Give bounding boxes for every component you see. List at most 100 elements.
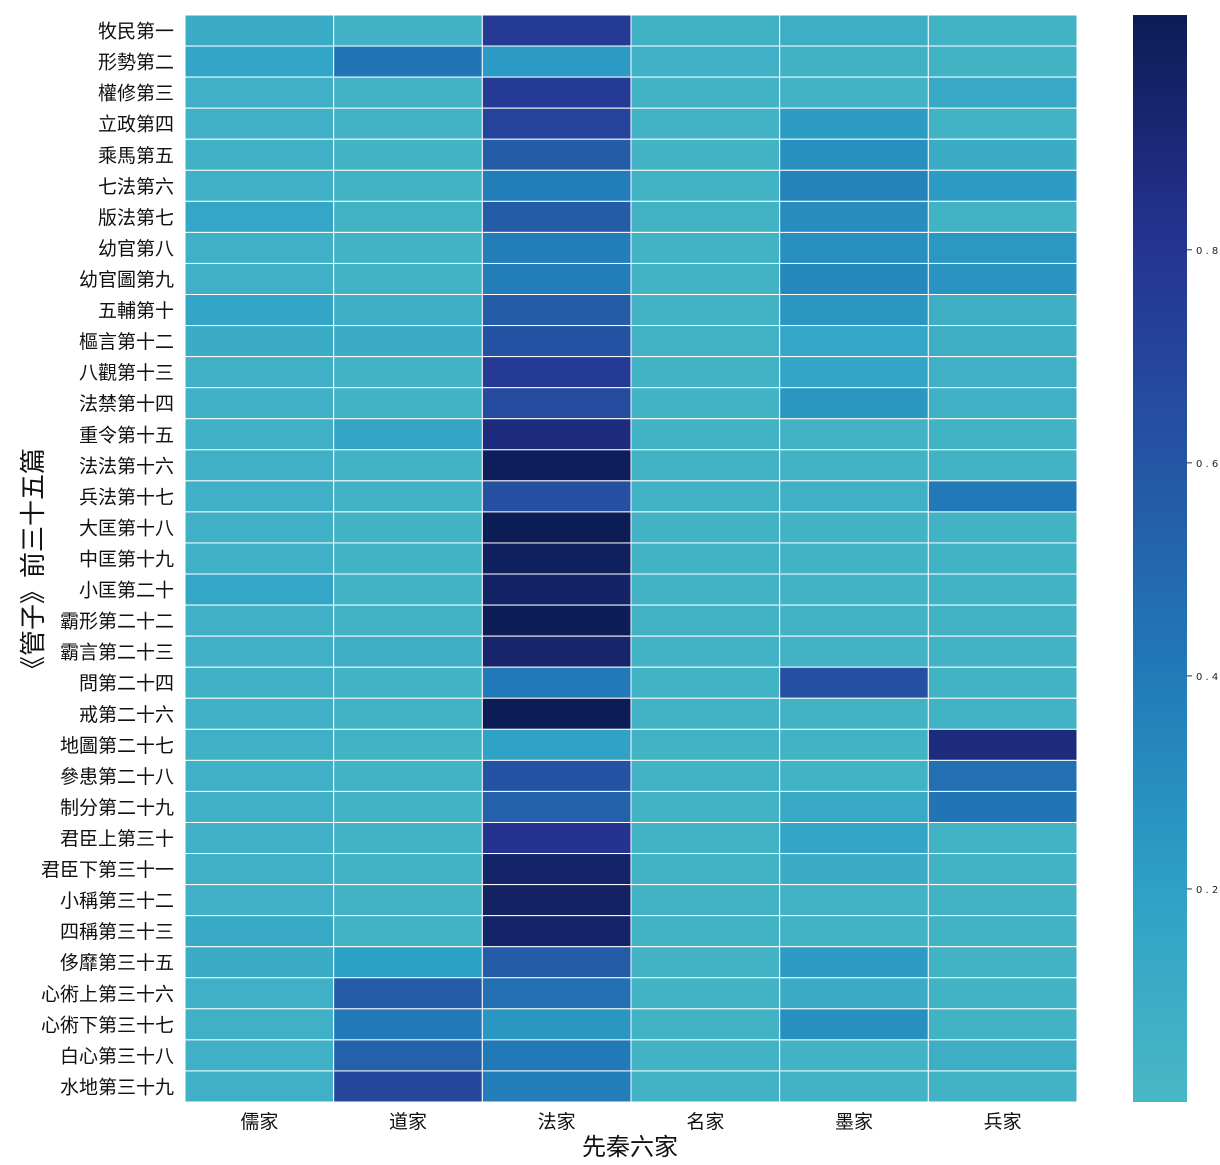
heatmap-cell: [779, 666, 929, 699]
heatmap-cell: [184, 1039, 335, 1072]
colorbar-tick-label: 0 . 4: [1196, 672, 1218, 683]
heatmap-cell: [779, 853, 929, 886]
heatmap-cell: [630, 946, 781, 979]
heatmap-cell: [927, 45, 1078, 78]
row-label: 五輔第十: [98, 300, 174, 322]
heatmap-cell: [333, 325, 483, 358]
row-label: 君臣上第三十: [60, 828, 174, 850]
heatmap-cell: [630, 76, 781, 109]
heatmap-cell: [779, 790, 929, 823]
heatmap-cell: [779, 697, 929, 730]
heatmap-cell: [481, 821, 632, 855]
heatmap-cell: [927, 977, 1078, 1010]
heatmap-cell: [333, 915, 483, 948]
row-label: 法禁第十四: [79, 393, 174, 415]
colorbar-ticks: 0 . 2 0 . 4 0 . 6 0 . 8: [1187, 246, 1218, 896]
heatmap-cell: [630, 1008, 781, 1041]
heatmap-cell: [184, 946, 335, 979]
colorbar-tick-label: 0 . 2: [1196, 885, 1218, 896]
heatmap-cell: [927, 728, 1078, 761]
heatmap-cell: [481, 1070, 632, 1103]
heatmap-cell: [927, 14, 1078, 47]
heatmap-cell: [184, 821, 335, 855]
heatmap-cell: [927, 511, 1078, 544]
heatmap-cell: [481, 697, 632, 730]
heatmap-cell: [927, 200, 1078, 233]
row-label: 七法第六: [98, 176, 174, 198]
heatmap-cell: [184, 542, 335, 575]
heatmap-cell: [481, 387, 632, 420]
row-labels: 牧民第一形勢第二權修第三立政第四乘馬第五七法第六版法第七幼官第八幼官圖第九五輔第…: [41, 21, 174, 1099]
heatmap-cell: [481, 884, 632, 917]
heatmap-cell: [481, 107, 632, 140]
heatmap-cell: [630, 915, 781, 948]
heatmap-cell: [779, 1070, 929, 1103]
heatmap-cell: [481, 14, 632, 47]
heatmap-cell: [927, 325, 1078, 358]
heatmap-cell: [333, 542, 483, 575]
heatmap-cell: [481, 542, 632, 575]
row-label: 幼官圖第九: [79, 269, 174, 291]
heatmap-cell: [481, 1039, 632, 1072]
heatmap-cell: [927, 542, 1078, 575]
heatmap-cell: [779, 138, 929, 171]
heatmap-cell: [927, 480, 1078, 513]
heatmap-cell: [481, 449, 632, 482]
heatmap-cell: [779, 821, 929, 855]
heatmap-cell: [779, 169, 929, 202]
row-label: 心術下第三十七: [41, 1014, 174, 1036]
heatmap-cell: [333, 262, 483, 296]
heatmap-cell: [630, 511, 781, 544]
heatmap-cell: [184, 511, 335, 544]
heatmap-cell: [184, 325, 335, 358]
row-label: 重令第十五: [79, 424, 174, 446]
heatmap-cell: [927, 76, 1078, 109]
heatmap-cell: [779, 511, 929, 544]
heatmap-cell: [333, 697, 483, 730]
heatmap-cell: [333, 418, 483, 451]
heatmap-cell: [184, 1070, 335, 1103]
heatmap-cell: [333, 946, 483, 979]
heatmap-cell: [481, 262, 632, 296]
heatmap-cell: [481, 356, 632, 389]
heatmap-cell: [333, 635, 483, 668]
heatmap-cell: [184, 977, 335, 1010]
heatmap-cell: [184, 107, 335, 140]
row-label: 小稱第三十二: [60, 890, 174, 912]
heatmap-cell: [927, 356, 1078, 389]
heatmap-cell: [630, 45, 781, 78]
heatmap-cell: [779, 449, 929, 482]
heatmap-cell: [333, 1008, 483, 1041]
heatmap-cell: [184, 200, 335, 233]
heatmap-cell: [927, 573, 1078, 606]
heatmap-cell: [779, 759, 929, 792]
heatmap-cell: [184, 387, 335, 420]
column-label: 法家: [538, 1111, 576, 1133]
heatmap-cell: [333, 666, 483, 699]
row-label: 霸形第二十二: [60, 611, 174, 633]
heatmap-cell: [184, 790, 335, 823]
heatmap-cell: [630, 1039, 781, 1072]
heatmap-cell: [630, 418, 781, 451]
heatmap-cell: [779, 573, 929, 606]
heatmap-cell: [481, 294, 632, 327]
row-label: 幼官第八: [98, 238, 174, 260]
heatmap-cell: [333, 573, 483, 606]
heatmap-cell: [481, 511, 632, 544]
heatmap-cell: [333, 14, 483, 47]
heatmap-cell: [630, 200, 781, 233]
heatmap-cell: [927, 1070, 1078, 1103]
row-label: 霸言第二十三: [60, 642, 174, 664]
heatmap-cell: [927, 604, 1078, 637]
heatmap-cell: [333, 480, 483, 513]
colorbar-tick-label: 0 . 8: [1196, 246, 1218, 257]
heatmap-cell: [333, 45, 483, 78]
heatmap-cell: [481, 635, 632, 668]
heatmap-cell: [630, 790, 781, 823]
row-label: 兵法第十七: [79, 486, 174, 508]
heatmap-cell: [333, 294, 483, 327]
row-label: 權修第三: [98, 83, 174, 105]
heatmap-cell: [779, 294, 929, 327]
heatmap-cell: [481, 759, 632, 792]
heatmap-cell: [481, 200, 632, 233]
